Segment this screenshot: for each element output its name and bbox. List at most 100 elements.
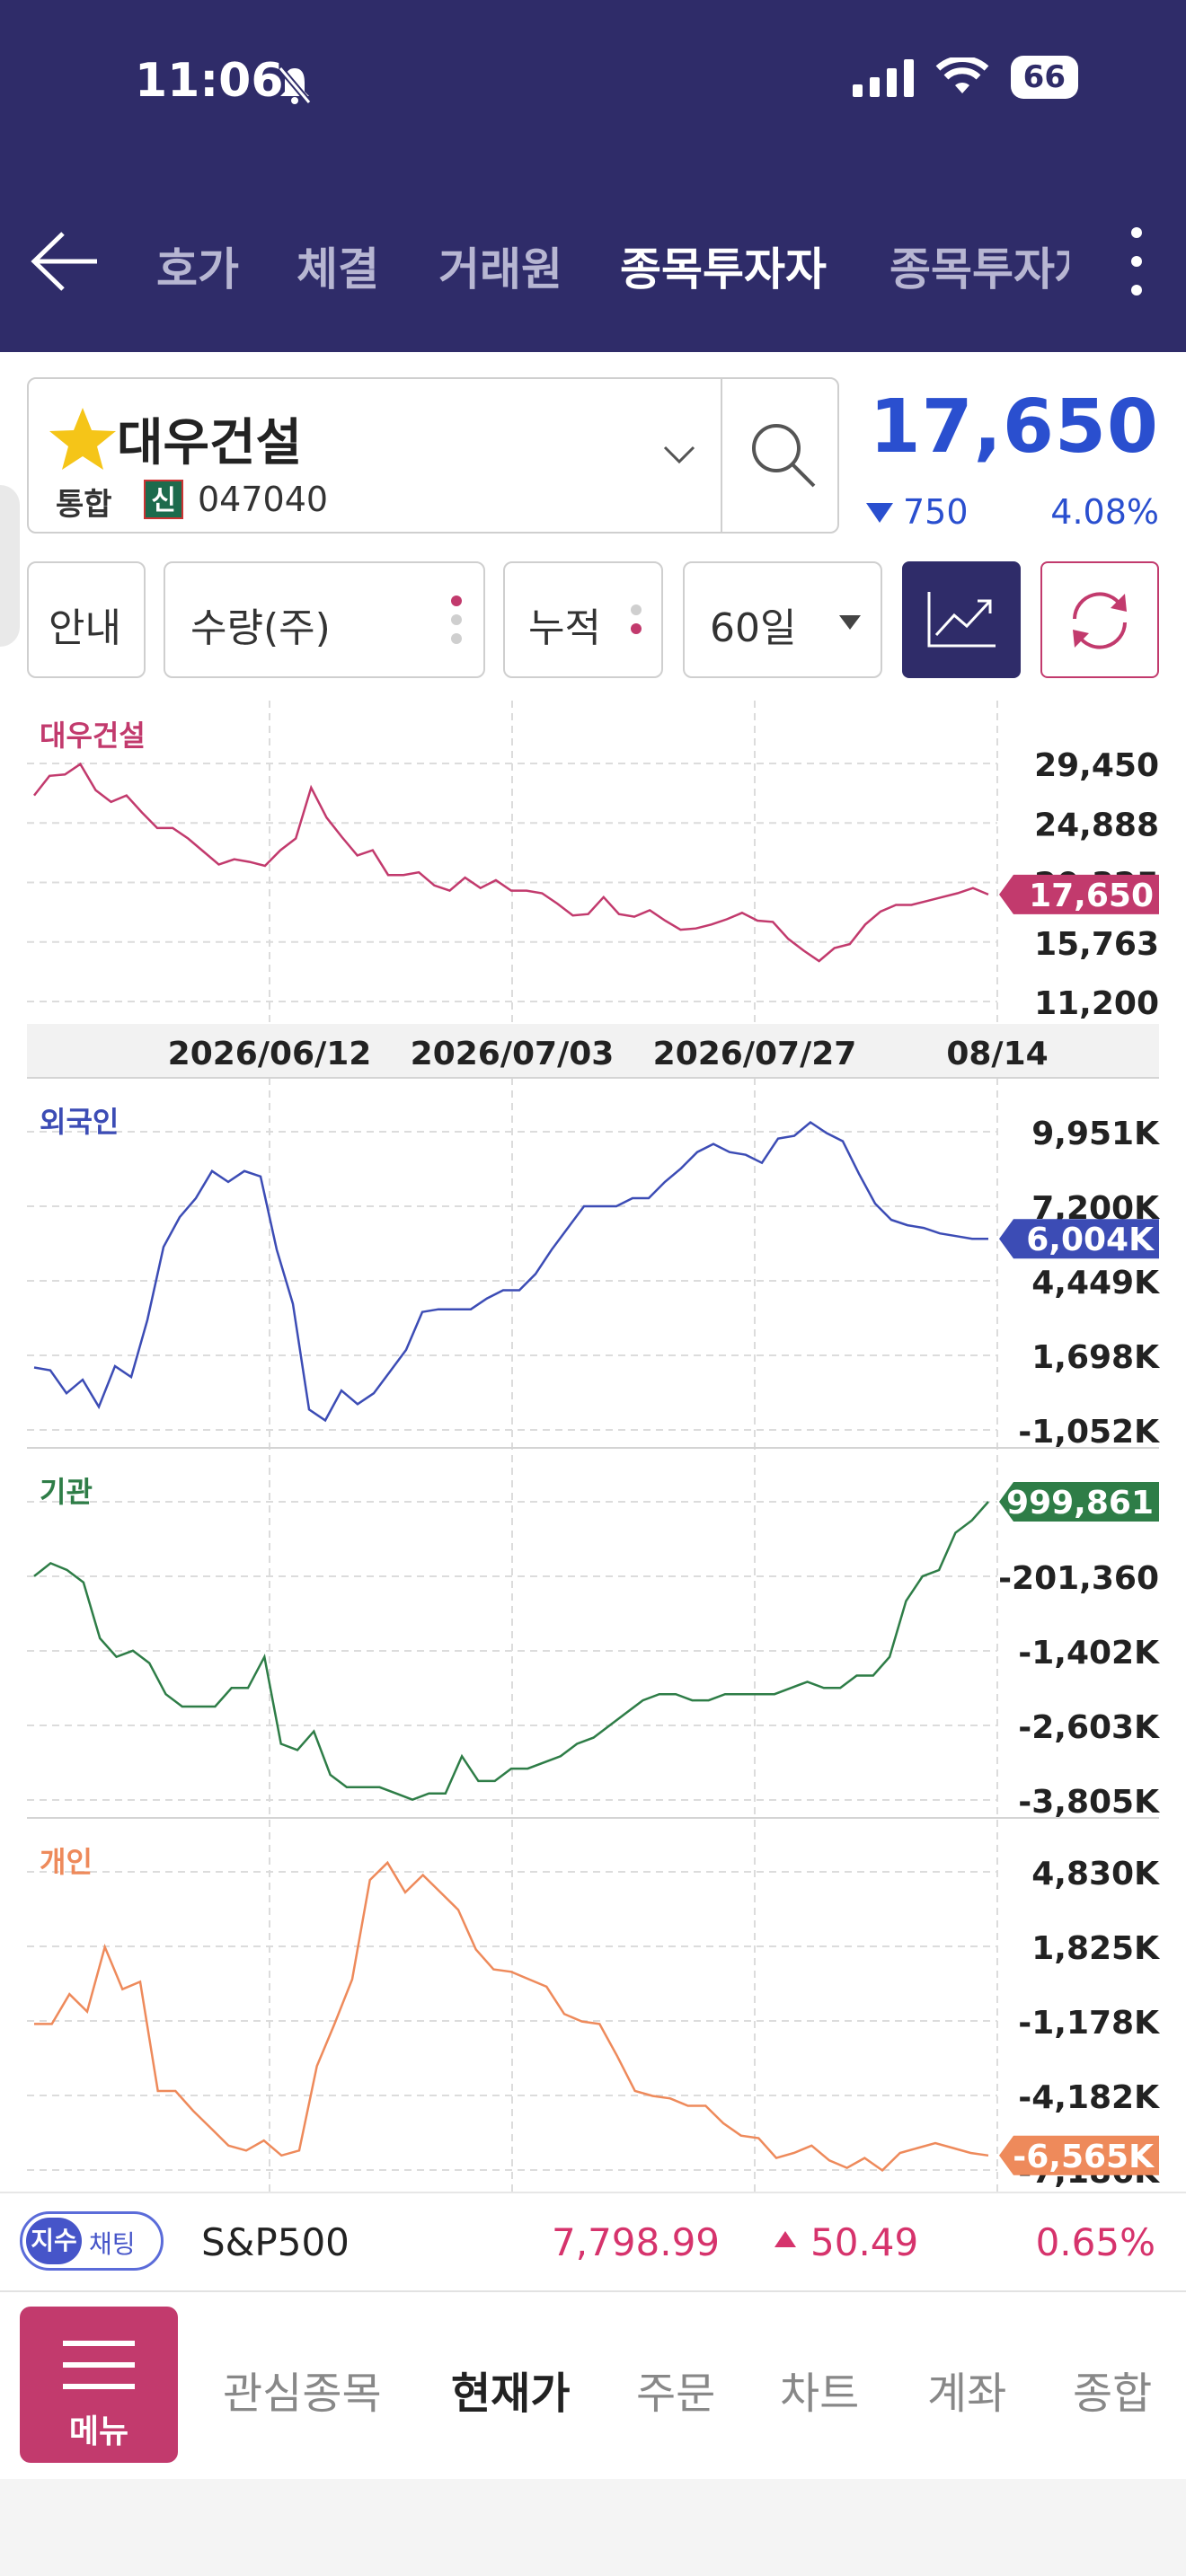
stock-name: 대우건설 bbox=[117, 414, 303, 472]
cumulative-toggle[interactable]: 누적 bbox=[503, 561, 663, 678]
tab-brokers[interactable]: 거래원 bbox=[438, 243, 562, 296]
credit-badge: 신 bbox=[144, 480, 183, 519]
cellular-signal-icon bbox=[852, 59, 914, 97]
y-tick-label: 11,200 bbox=[1034, 985, 1159, 1022]
search-icon[interactable] bbox=[746, 418, 818, 490]
chart-title: 개인 bbox=[40, 1845, 93, 1879]
current-value-label: 999,861 bbox=[1006, 1485, 1154, 1522]
unit-select[interactable]: 수량(주) bbox=[164, 561, 485, 678]
y-tick-label: -1,178K bbox=[1018, 2005, 1160, 2042]
cumulative-label: 누적 bbox=[528, 605, 601, 651]
period-label: 60일 bbox=[710, 605, 797, 651]
x-tick-label: 08/14 bbox=[946, 1036, 1048, 1072]
series-line bbox=[33, 1501, 989, 1802]
y-tick-label: 9,951K bbox=[1031, 1116, 1160, 1152]
menu-button[interactable]: 메뉴 bbox=[20, 2307, 178, 2463]
y-tick-label: 4,830K bbox=[1031, 1856, 1160, 1892]
status-time: 11:06 bbox=[135, 54, 284, 108]
back-arrow-icon[interactable] bbox=[29, 230, 101, 293]
up-triangle-icon bbox=[774, 2231, 796, 2247]
series-line bbox=[34, 1860, 989, 2173]
ticker-name: S&P500 bbox=[201, 2220, 350, 2264]
battery-indicator: 66 bbox=[1010, 56, 1078, 99]
y-tick-label: -2,603K bbox=[1018, 1709, 1160, 1746]
unit-select-label: 수량(주) bbox=[190, 605, 331, 651]
y-tick-label: -201,360 bbox=[998, 1560, 1159, 1597]
side-drawer-handle[interactable] bbox=[0, 485, 20, 647]
nav-order[interactable]: 주문 bbox=[636, 2369, 716, 2419]
y-tick-label: -3,805K bbox=[1018, 1784, 1160, 1821]
market-ticker-bar[interactable]: 지수 채팅 S&P500 7,798.99 50.49 0.65% bbox=[0, 2192, 1186, 2292]
ticker-change: 50.49 bbox=[810, 2220, 919, 2264]
current-value-tag bbox=[999, 874, 1159, 914]
investor-charts[interactable]: 2026/06/12 2026/07/03 2026/07/27 08/14 29,45… bbox=[0, 701, 1186, 2192]
y-tick-label: 1,698K bbox=[1031, 1339, 1160, 1376]
chart-title: 기관 bbox=[40, 1475, 93, 1509]
toggle-dots-icon bbox=[451, 595, 462, 652]
date-axis-band bbox=[27, 1024, 1159, 1078]
price-change-pct: 4.08% bbox=[1050, 492, 1159, 532]
series-line bbox=[33, 1120, 988, 1423]
period-select[interactable]: 60일 bbox=[683, 561, 882, 678]
silent-bell-icon bbox=[278, 66, 312, 104]
chart-title: 대우건설 bbox=[40, 719, 146, 753]
price-change: 750 bbox=[903, 492, 969, 532]
nav-account[interactable]: 계좌 bbox=[927, 2369, 1007, 2419]
stock-code: 047040 bbox=[198, 480, 329, 519]
home-indicator-area bbox=[0, 2479, 1186, 2576]
nav-watchlist[interactable]: 관심종목 bbox=[223, 2369, 382, 2419]
current-value-tag bbox=[999, 1219, 1159, 1259]
y-tick-label: 24,888 bbox=[1034, 807, 1159, 843]
series-line bbox=[33, 762, 989, 963]
current-value-label: 6,004K bbox=[1026, 1222, 1155, 1258]
y-tick-label: 4,449K bbox=[1031, 1265, 1160, 1301]
tab-stock-investors[interactable]: 종목투자자 bbox=[620, 243, 827, 296]
y-tick-label: 29,450 bbox=[1034, 747, 1159, 784]
tab-stock-investors-2[interactable]: 종목투자자 bbox=[890, 243, 1069, 296]
market-label: 통합 bbox=[56, 487, 112, 523]
hamburger-icon bbox=[63, 2341, 135, 2389]
line-chart-icon bbox=[927, 592, 996, 648]
current-price: 17,650 bbox=[869, 384, 1159, 470]
chevron-down-icon[interactable] bbox=[661, 442, 697, 467]
y-tick-label: 1,825K bbox=[1031, 1930, 1160, 1967]
divider bbox=[721, 379, 722, 532]
y-tick-label: -1,402K bbox=[1018, 1635, 1160, 1672]
x-tick-label: 2026/07/03 bbox=[411, 1036, 615, 1072]
chart-view-button[interactable] bbox=[902, 561, 1021, 678]
y-tick-label: 15,763 bbox=[1034, 926, 1159, 963]
info-button-label: 안내 bbox=[49, 605, 121, 651]
ticker-pct: 0.65% bbox=[1035, 2220, 1155, 2264]
y-tick-label: -4,182K bbox=[1018, 2079, 1160, 2116]
current-value-label: -6,565K bbox=[1013, 2139, 1155, 2175]
app-header: 11:06 66 호가 체결 거래원 종목투자자 종목투자자 bbox=[0, 0, 1186, 352]
toggle-dots-icon bbox=[631, 604, 642, 642]
down-triangle-icon bbox=[866, 503, 893, 523]
info-button[interactable]: 안내 bbox=[27, 561, 146, 678]
tab-orderbook[interactable]: 호가 bbox=[156, 243, 239, 296]
chat-tag[interactable]: 채팅 bbox=[89, 2229, 136, 2259]
chart-title: 외국인 bbox=[40, 1105, 119, 1139]
refresh-icon bbox=[1073, 592, 1127, 649]
y-tick-label: -1,052K bbox=[1018, 1414, 1160, 1451]
nav-chart[interactable]: 차트 bbox=[780, 2369, 860, 2419]
ticker-tag-group[interactable]: 지수 채팅 bbox=[20, 2211, 164, 2271]
tab-bar: 호가 체결 거래원 종목투자자 종목투자자 bbox=[0, 207, 1186, 314]
tab-executions[interactable]: 체결 bbox=[296, 243, 379, 296]
more-vertical-icon[interactable] bbox=[1123, 221, 1150, 302]
nav-overview[interactable]: 종합 bbox=[1073, 2369, 1153, 2419]
star-icon[interactable] bbox=[47, 404, 119, 472]
refresh-button[interactable] bbox=[1040, 561, 1159, 678]
current-value-tag bbox=[999, 2135, 1159, 2175]
index-tag[interactable]: 지수 bbox=[26, 2218, 82, 2264]
nav-current-price[interactable]: 현재가 bbox=[451, 2369, 571, 2419]
wifi-icon bbox=[935, 57, 989, 93]
x-tick-label: 2026/07/27 bbox=[653, 1036, 857, 1072]
ticker-value: 7,798.99 bbox=[552, 2220, 721, 2264]
current-value-tag bbox=[999, 1482, 1159, 1522]
x-tick-label: 2026/06/12 bbox=[168, 1036, 372, 1072]
dropdown-triangle-icon bbox=[839, 615, 861, 630]
bottom-nav bbox=[0, 2290, 1186, 2481]
menu-label: 메뉴 bbox=[68, 2413, 129, 2450]
current-value-label: 17,650 bbox=[1029, 878, 1154, 914]
